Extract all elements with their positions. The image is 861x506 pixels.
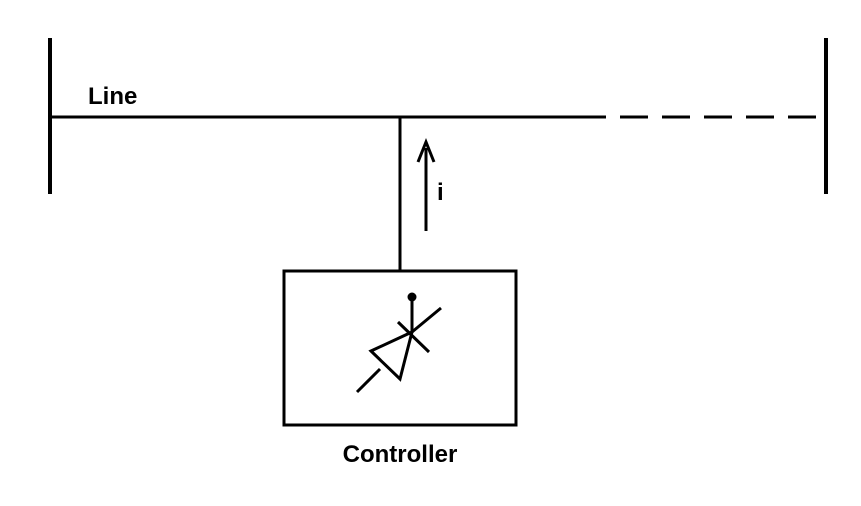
current-arrow-icon <box>416 137 436 231</box>
controller-box <box>282 269 518 427</box>
current-label: i <box>437 179 444 206</box>
thyristor-icon <box>355 292 442 394</box>
controller-label: Controller <box>343 441 458 468</box>
line-label: Line <box>88 83 137 110</box>
